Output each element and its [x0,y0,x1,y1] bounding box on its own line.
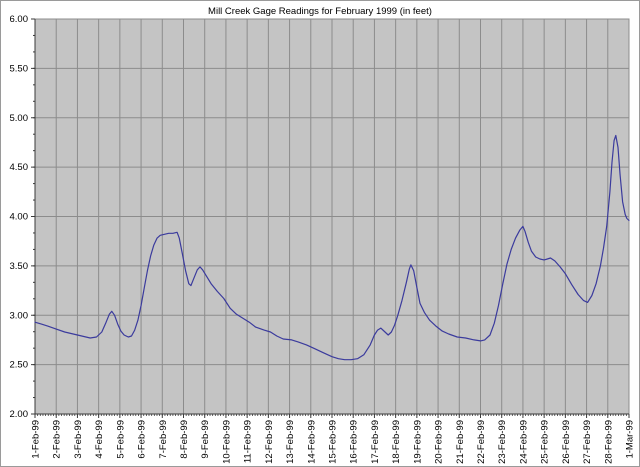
y-tick-label: 5.00 [10,113,29,124]
x-tick-label: 10-Feb-99 [221,420,232,464]
x-tick-label: 3-Feb-99 [73,420,84,459]
x-tick-label: 26-Feb-99 [561,420,572,464]
x-tick-label: 20-Feb-99 [434,420,445,464]
chart-title: Mill Creek Gage Readings for February 19… [208,6,432,17]
x-tick-label: 21-Feb-99 [455,420,466,464]
y-tick-label: 3.00 [10,310,29,321]
x-tick-label: 22-Feb-99 [476,420,487,464]
x-tick-label: 18-Feb-99 [391,420,402,464]
x-tick-label: 25-Feb-99 [540,420,551,464]
x-tick-label: 16-Feb-99 [349,420,360,464]
y-tick-label: 3.50 [10,261,29,272]
y-tick-label: 2.00 [10,409,29,420]
x-tick-label: 1-Feb-99 [31,420,42,459]
y-tick-label: 4.00 [10,212,29,223]
x-tick-label: 27-Feb-99 [582,420,593,464]
x-tick-label: 13-Feb-99 [285,420,296,464]
y-tick-label: 4.50 [10,162,29,173]
x-tick-label: 19-Feb-99 [412,420,423,464]
x-tick-label: 5-Feb-99 [115,420,126,459]
x-tick-label: 7-Feb-99 [158,420,169,459]
x-tick-label: 11-Feb-99 [243,420,254,463]
x-tick-label: 17-Feb-99 [370,420,381,464]
x-tick-label: 9-Feb-99 [200,420,211,459]
x-tick-label: 15-Feb-99 [328,420,339,464]
x-tick-label: 24-Feb-99 [518,420,529,464]
x-tick-label: 8-Feb-99 [179,420,190,459]
x-tick-label: 23-Feb-99 [497,420,508,464]
x-tick-label: 2-Feb-99 [52,420,63,459]
y-tick-label: 5.50 [10,63,29,74]
x-tick-label: 14-Feb-99 [306,420,317,464]
y-tick-label: 2.50 [10,360,29,371]
x-tick-label: 1-Mar-99 [625,420,636,459]
x-tick-label: 4-Feb-99 [94,420,105,459]
x-tick-label: 6-Feb-99 [137,420,148,459]
gage-data-line [34,134,630,361]
x-tick-label: 12-Feb-99 [264,420,275,464]
y-tick-label: 6.00 [10,14,29,25]
x-tick-label: 28-Feb-99 [603,420,614,464]
